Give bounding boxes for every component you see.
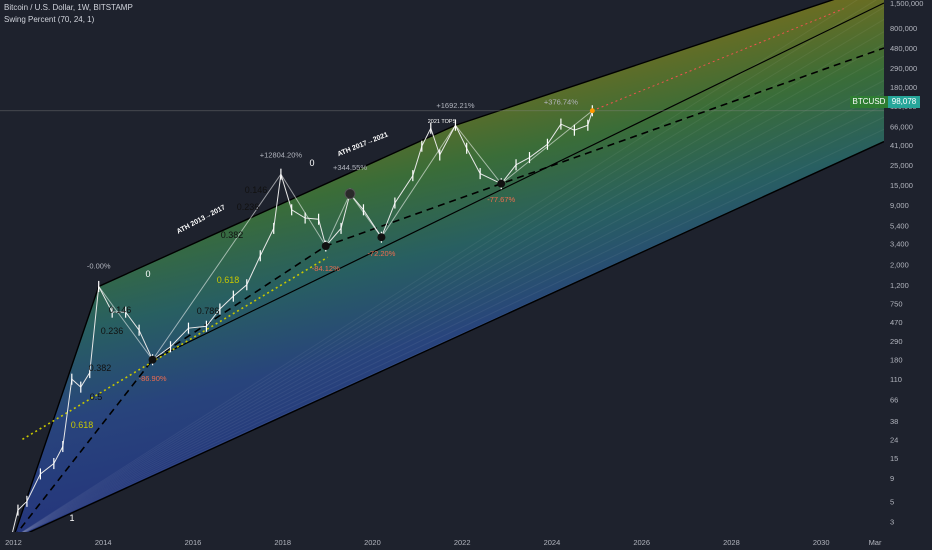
y-tick-label: 24 bbox=[890, 435, 898, 444]
current-price-dot bbox=[589, 108, 595, 114]
y-tick-label: 2,000 bbox=[890, 261, 909, 270]
fib-level-label: 1 bbox=[69, 513, 74, 523]
fib-level-label: 0.236 bbox=[237, 202, 260, 212]
price-tag-value: 98,078 bbox=[888, 96, 920, 108]
fan-line bbox=[13, 6, 885, 538]
pivot-marker bbox=[148, 355, 157, 364]
x-tick-label: 2016 bbox=[185, 538, 202, 547]
ath-annotation: ATH 2017→2021 bbox=[337, 131, 390, 158]
fib-level-label: 0.146 bbox=[109, 305, 132, 315]
x-axis-bg bbox=[0, 532, 932, 550]
x-tick-label: 2030 bbox=[813, 538, 830, 547]
indicator-title: Swing Percent (70, 24, 1) bbox=[4, 15, 95, 24]
fib-level-label: 0.146 bbox=[245, 185, 268, 195]
y-tick-label: 15,000 bbox=[890, 181, 913, 190]
chart-title: Bitcoin / U.S. Dollar, 1W, BITSTAMP bbox=[4, 3, 133, 12]
tops-annotation: 2021 TOPS bbox=[428, 119, 457, 125]
swing-percent-label: -86.90% bbox=[139, 374, 167, 383]
fan-line bbox=[13, 128, 885, 538]
projection-line bbox=[592, 8, 844, 112]
fan-line bbox=[13, 55, 885, 538]
swing-percent-label: -72.20% bbox=[367, 249, 395, 258]
fib-level-label: 0.786 bbox=[197, 306, 220, 316]
y-tick-label: 41,000 bbox=[890, 141, 913, 150]
y-axis-bg bbox=[884, 0, 932, 550]
ath-annotation: ATH 2013→2017 bbox=[176, 204, 227, 236]
pivot-marker bbox=[344, 188, 356, 200]
swing-percent-label: +376.74% bbox=[544, 97, 578, 106]
y-tick-label: 800,000 bbox=[890, 24, 917, 33]
y-tick-label: 750 bbox=[890, 299, 903, 308]
y-tick-label: 5 bbox=[890, 497, 894, 506]
x-tick-label: 2026 bbox=[633, 538, 650, 547]
y-tick-label: 1,500,000 bbox=[890, 0, 923, 8]
swing-percent-label: +1692.21% bbox=[436, 101, 474, 110]
fib-level-label: 0.382 bbox=[89, 363, 112, 373]
x-tick-label: 2022 bbox=[454, 538, 471, 547]
y-tick-label: 5,400 bbox=[890, 221, 909, 230]
swing-percent-label: -0.00% bbox=[87, 262, 111, 271]
fib-level-label: 0.5 bbox=[90, 392, 103, 402]
fan-line bbox=[13, 19, 885, 538]
pivot-marker bbox=[497, 179, 506, 188]
fib-level-label: 0.382 bbox=[221, 230, 244, 240]
fan-line bbox=[13, 104, 885, 538]
price-tag-symbol: BTCUSD bbox=[850, 96, 888, 108]
fan-line bbox=[13, 92, 885, 538]
y-tick-label: 470 bbox=[890, 318, 903, 327]
fan-line bbox=[13, 0, 877, 538]
x-tick-label: 2012 bbox=[5, 538, 22, 547]
rainbow-band bbox=[13, 0, 884, 540]
fan-line bbox=[13, 31, 885, 538]
y-tick-label: 9,000 bbox=[890, 201, 909, 210]
y-tick-label: 66 bbox=[890, 395, 898, 404]
fan-line bbox=[13, 43, 885, 538]
y-tick-label: 480,000 bbox=[890, 44, 917, 53]
y-tick-label: 3,400 bbox=[890, 240, 909, 249]
fan-line bbox=[13, 116, 885, 538]
y-tick-label: 290,000 bbox=[890, 64, 917, 73]
y-tick-label: 66,000 bbox=[890, 122, 913, 131]
fib-level-label: 0 bbox=[145, 269, 150, 279]
fan-line bbox=[13, 0, 858, 538]
y-tick-label: 3 bbox=[890, 518, 894, 527]
lower-channel-line bbox=[13, 140, 885, 541]
x-tick-label: Mar bbox=[869, 538, 882, 547]
pivot-marker bbox=[321, 242, 330, 251]
fib-level-label: 0.236 bbox=[101, 326, 124, 336]
y-tick-label: 180 bbox=[890, 356, 903, 365]
y-tick-label: 110 bbox=[890, 375, 902, 384]
y-tick-label: 38 bbox=[890, 417, 898, 426]
pivot-marker bbox=[377, 233, 386, 242]
x-tick-label: 2024 bbox=[544, 538, 561, 547]
swing-percent-label: -77.67% bbox=[487, 195, 515, 204]
x-tick-label: 2014 bbox=[95, 538, 112, 547]
swing-percent-label: +12804.20% bbox=[260, 151, 303, 160]
fib-level-label: 0 bbox=[309, 158, 314, 168]
y-tick-label: 15 bbox=[890, 454, 898, 463]
y-tick-label: 290 bbox=[890, 337, 903, 346]
fib-dotted-line bbox=[22, 256, 328, 441]
y-tick-label: 1,200 bbox=[890, 281, 909, 290]
fan-line bbox=[13, 67, 885, 538]
fib-level-label: 0.618 bbox=[71, 420, 94, 430]
swing-percent-label: -84.12% bbox=[312, 264, 340, 273]
fib-level-label: 0.618 bbox=[217, 275, 240, 285]
x-tick-label: 2020 bbox=[364, 538, 381, 547]
swing-percent-label: +344.55% bbox=[333, 163, 367, 172]
mid-channel-line bbox=[152, 2, 885, 361]
y-tick-label: 180,000 bbox=[890, 83, 917, 92]
y-tick-label: 9 bbox=[890, 474, 894, 483]
x-tick-label: 2018 bbox=[274, 538, 291, 547]
x-tick-label: 2028 bbox=[723, 538, 740, 547]
y-tick-label: 25,000 bbox=[890, 161, 913, 170]
fan-line bbox=[13, 80, 885, 538]
